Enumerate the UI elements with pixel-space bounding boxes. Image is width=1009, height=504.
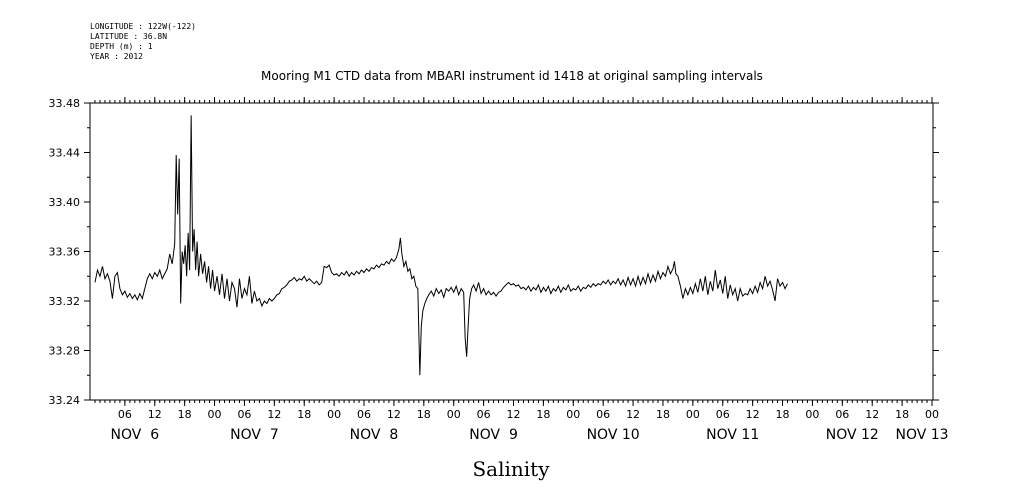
x-hour-tick-label: 06: [118, 408, 132, 421]
y-tick-label: 33.32: [49, 295, 81, 308]
x-hour-tick-label: 00: [566, 408, 580, 421]
x-day-label: NOV 9: [469, 427, 518, 443]
y-tick-label: 33.44: [49, 147, 81, 160]
x-axis-label: Salinity: [472, 457, 550, 481]
x-hour-tick-label: 12: [267, 408, 281, 421]
x-hour-tick-label: 18: [895, 408, 909, 421]
x-day-label: NOV 8: [350, 427, 399, 443]
x-hour-tick-label: 12: [148, 408, 162, 421]
salinity-series-line: [94, 115, 788, 376]
x-hour-tick-label: 00: [447, 408, 461, 421]
x-axis-day-labels: NOV 6 NOV 7 NOV 8 NOV 9 NOV 10 NOV 11 NOV 12 NO…: [111, 427, 949, 443]
x-hour-tick-label: 12: [506, 408, 520, 421]
x-hour-tick-label: 00: [805, 408, 819, 421]
x-hour-tick-label: 06: [596, 408, 610, 421]
x-hour-tick-label: 06: [357, 408, 371, 421]
metadata-year: YEAR : 2012: [90, 52, 143, 61]
x-hour-tick-label: 12: [865, 408, 879, 421]
x-hour-tick-label: 18: [297, 408, 311, 421]
metadata-longitude: LONGITUDE : 122W(-122): [90, 22, 196, 31]
x-hour-tick-label: 00: [925, 408, 939, 421]
y-tick-label: 33.36: [49, 246, 81, 259]
x-hour-tick-label: 06: [716, 408, 730, 421]
x-hour-tick-label: 00: [686, 408, 700, 421]
x-hour-tick-label: 12: [746, 408, 760, 421]
metadata-latitude: LATITUDE : 36.8N: [90, 32, 167, 41]
x-axis-ticks: 06 12 18 00 06 12 18 00 06 12 18 00 06 12 18 00 06 12 18 00…: [118, 97, 939, 421]
x-hour-tick-label: 06: [835, 408, 849, 421]
x-day-label: NOV 6: [111, 427, 160, 443]
plot-frame: [89, 102, 934, 401]
x-hour-tick-label: 18: [536, 408, 550, 421]
x-hour-tick-label: 18: [417, 408, 431, 421]
x-day-label: NOV 12: [826, 427, 879, 443]
x-hour-tick-label: 18: [776, 408, 790, 421]
x-day-label: NOV 10: [587, 427, 640, 443]
y-tick-label: 33.28: [49, 345, 81, 358]
x-hour-tick-label: 12: [626, 408, 640, 421]
x-hour-tick-label: 18: [656, 408, 670, 421]
x-hour-tick-label: 18: [178, 408, 192, 421]
x-day-label: NOV 7: [230, 427, 279, 443]
x-hour-tick-label: 06: [477, 408, 491, 421]
metadata-block: LONGITUDE : 122W(-122) LATITUDE : 36.8N …: [90, 22, 196, 61]
y-tick-label: 33.40: [49, 196, 81, 209]
x-hour-tick-label: 00: [327, 408, 341, 421]
x-hour-tick-label: 06: [237, 408, 251, 421]
y-tick-label: 33.48: [49, 97, 81, 110]
x-day-label: NOV 11: [706, 427, 759, 443]
chart-title: Mooring M1 CTD data from MBARI instrumen…: [261, 69, 763, 83]
x-day-label: NOV 13: [895, 427, 948, 443]
x-hour-tick-label: 12: [387, 408, 401, 421]
metadata-depth: DEPTH (m) : 1: [90, 42, 153, 51]
y-tick-label: 33.24: [49, 394, 81, 407]
x-minor-ticks: [94, 100, 933, 403]
x-hour-tick-label: 00: [208, 408, 222, 421]
y-axis-ticks: 33.24 33.28 33.32 33.36 33.40 33.44 33.48: [49, 97, 939, 407]
